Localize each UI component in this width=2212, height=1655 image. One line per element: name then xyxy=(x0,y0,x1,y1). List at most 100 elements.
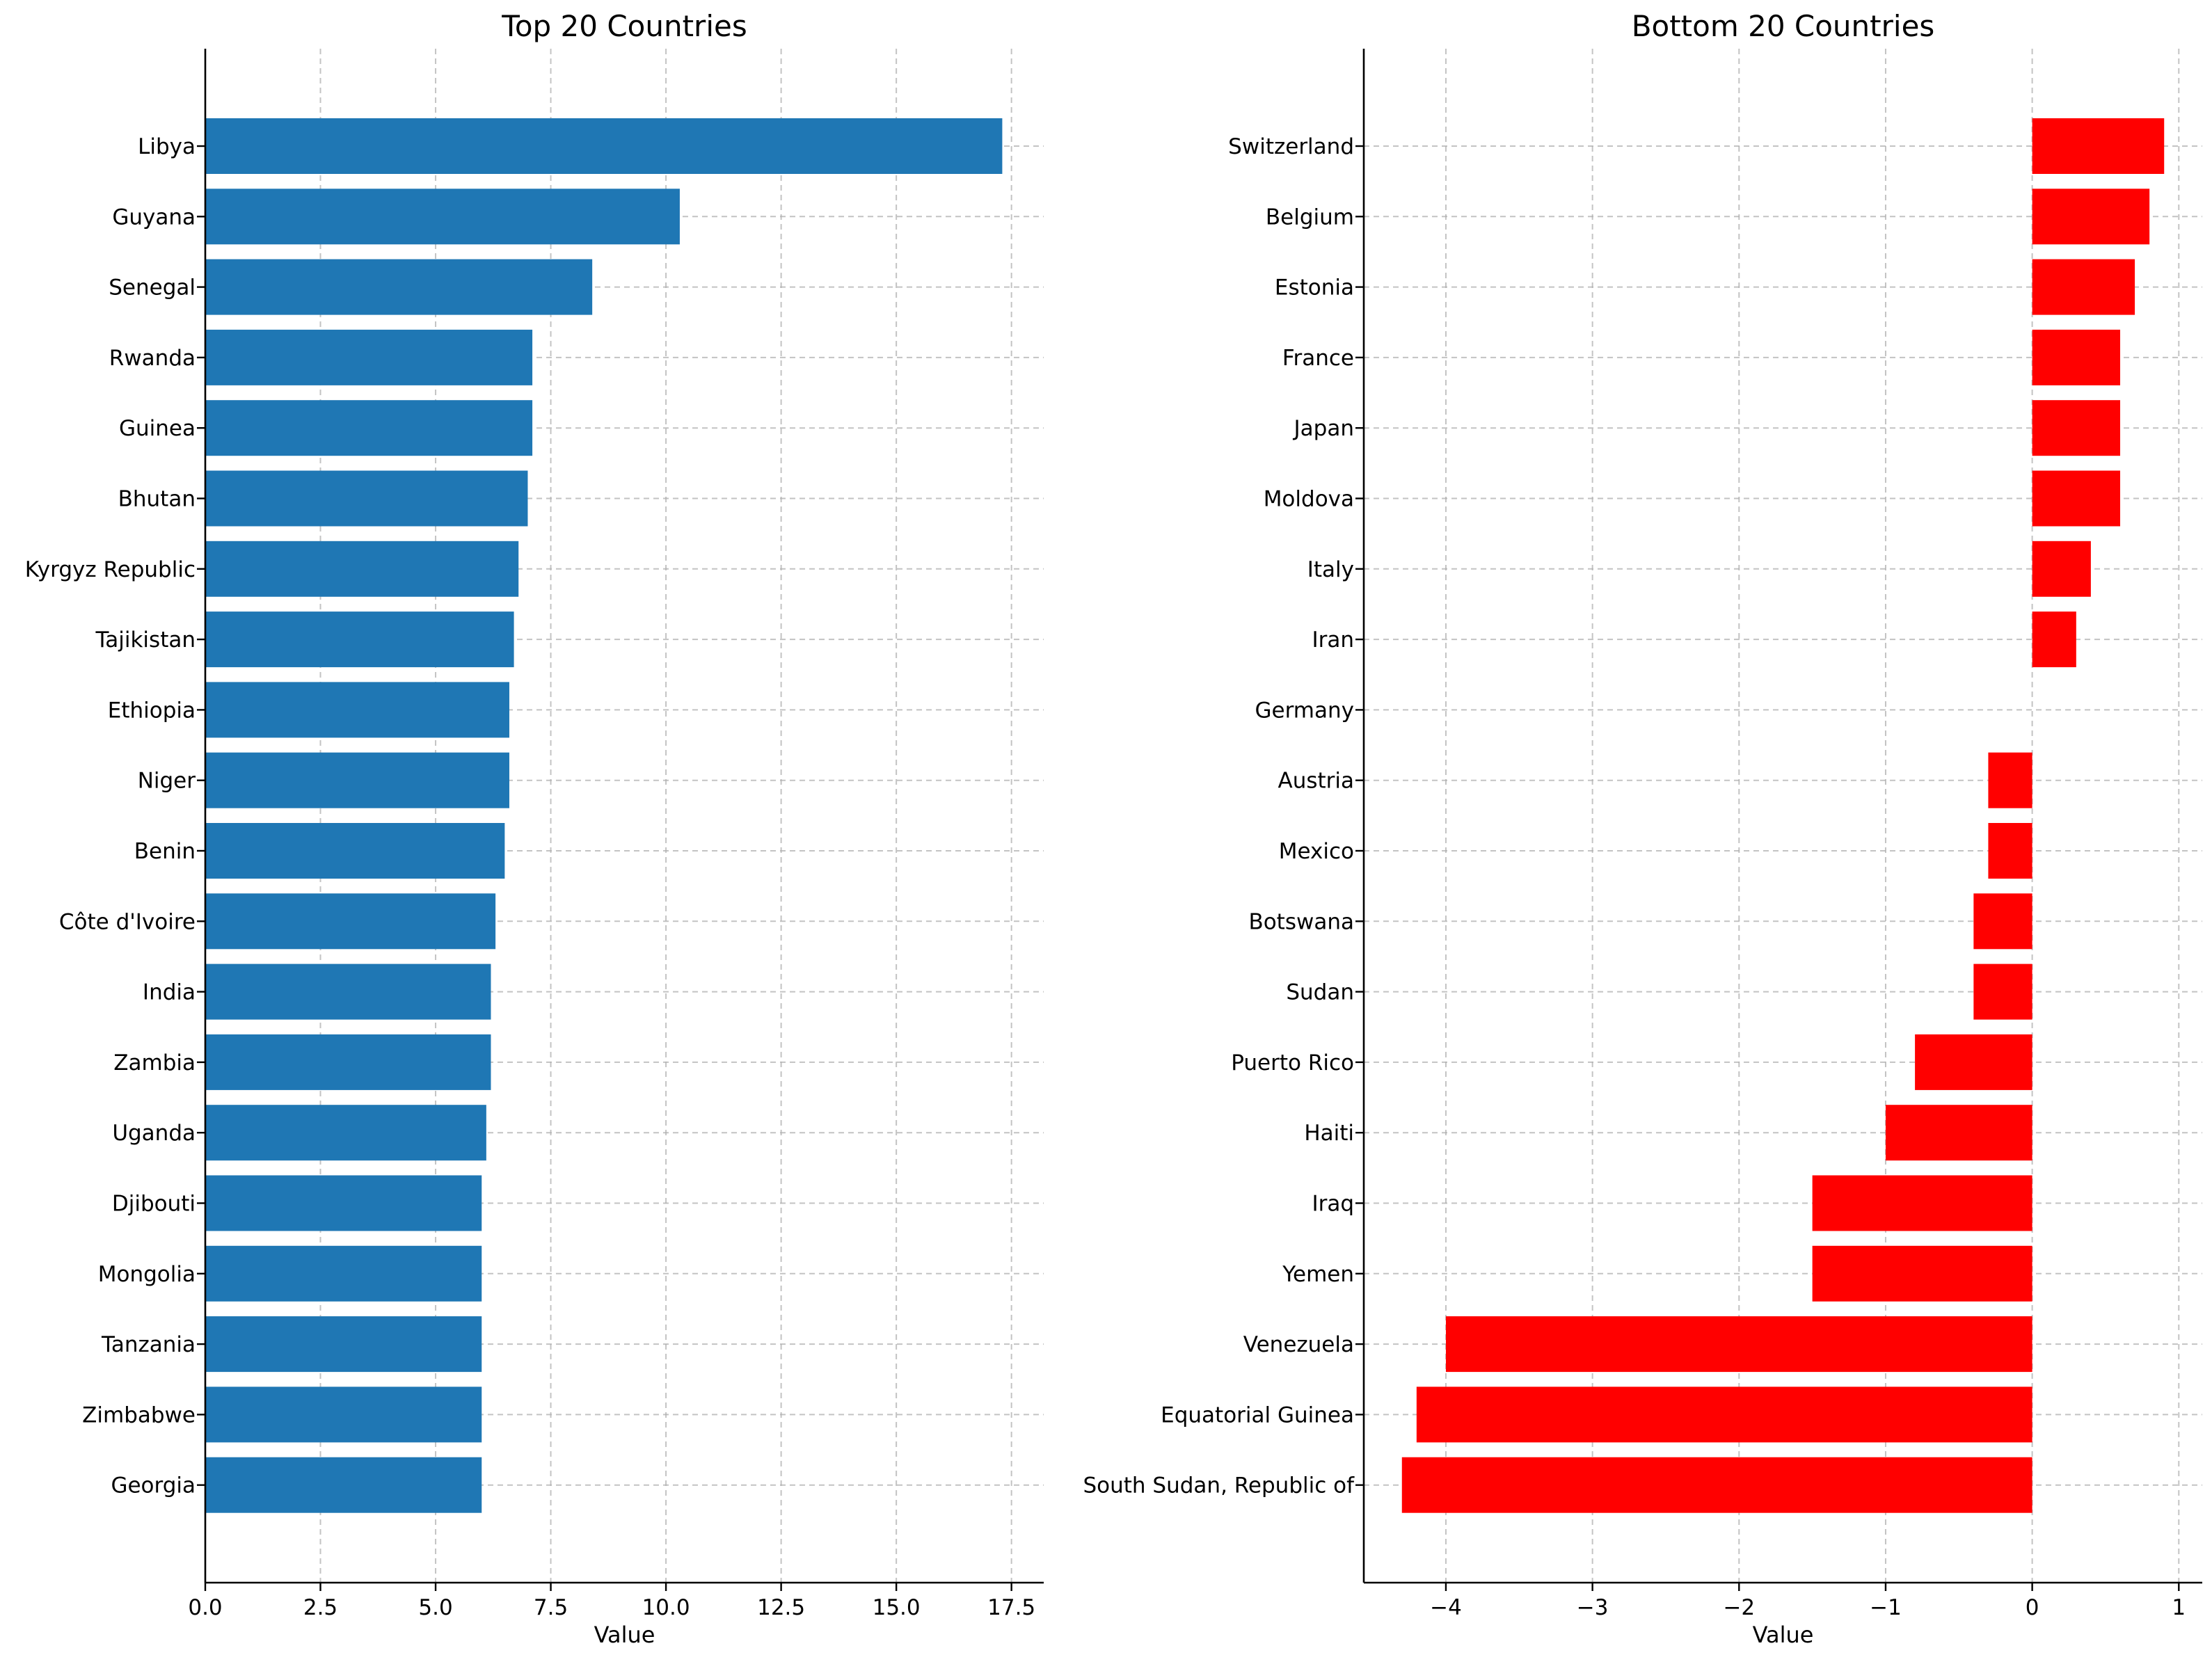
y-tick-label: Puerto Rico xyxy=(1231,1050,1354,1076)
bar-puerto-rico xyxy=(1915,1034,2032,1090)
y-tick-label: Germany xyxy=(1255,698,1354,723)
chart-title: Bottom 20 Countries xyxy=(1632,9,1935,43)
bar-italy xyxy=(2032,541,2091,597)
y-tick-label: India xyxy=(143,980,196,1005)
x-axis-label: Value xyxy=(594,1622,655,1648)
top-20-chart: 0.0 2.5 5.0 7.5 10.0 12.5 15.0 17.5 Libya Guyana S… xyxy=(25,9,1044,1648)
x-tick-label: −1 xyxy=(1870,1595,1902,1620)
bar-mexico xyxy=(1988,823,2032,879)
bar-south-sudan-republic-of xyxy=(1401,1457,2032,1513)
bar-belgium xyxy=(2032,189,2150,245)
y-tick-label: Haiti xyxy=(1304,1121,1354,1146)
y-tick-label: Italy xyxy=(1307,557,1354,582)
bar-mongolia xyxy=(205,1245,482,1302)
x-tick-label: 1 xyxy=(2172,1595,2186,1620)
x-tick-label: 2.5 xyxy=(303,1595,337,1620)
bar-ethiopia xyxy=(205,682,509,738)
y-tick-label: Estonia xyxy=(1275,275,1354,301)
bar-uganda xyxy=(205,1105,486,1161)
y-tick-label: France xyxy=(1282,346,1354,371)
chart-title: Top 20 Countries xyxy=(501,9,747,43)
bar-switzerland xyxy=(2032,118,2165,174)
y-tick-label: Switzerland xyxy=(1228,134,1354,159)
bar-georgia xyxy=(205,1457,482,1513)
bar-zambia xyxy=(205,1034,491,1090)
x-tick-label: 12.5 xyxy=(757,1595,805,1620)
y-tick-label: Tanzania xyxy=(101,1332,196,1357)
y-tick-label: Libya xyxy=(138,134,196,159)
bottom-20-chart: −4 −3 −2 −1 0 1 Switzerland Belgium Estonia Franc… xyxy=(1083,9,2202,1648)
bar-guinea xyxy=(205,400,533,456)
bar-guyana xyxy=(205,189,680,245)
y-tick-label: Botswana xyxy=(1248,909,1354,934)
y-tick-label: Japan xyxy=(1293,416,1354,441)
x-axis-label: Value xyxy=(1753,1622,1814,1648)
bar-botswana xyxy=(1973,893,2032,950)
bar-tanzania xyxy=(205,1316,482,1373)
y-tick-label: Zambia xyxy=(113,1050,196,1076)
y-tick-label: Rwanda xyxy=(109,346,196,371)
y-tick-label: Guyana xyxy=(112,205,196,230)
y-tick-label: Venezuela xyxy=(1243,1332,1354,1357)
x-tick-label: 7.5 xyxy=(534,1595,568,1620)
bar-zimbabwe xyxy=(205,1386,482,1443)
y-tick-label: Belgium xyxy=(1266,205,1354,230)
y-tick-label: Côte d'Ivoire xyxy=(59,909,196,934)
y-tick-label: Tajikistan xyxy=(95,627,196,653)
y-tick-label: Mongolia xyxy=(98,1262,196,1287)
bar-bhutan xyxy=(205,470,528,527)
y-tick-label: Uganda xyxy=(112,1121,196,1146)
bar-equatorial-guinea xyxy=(1416,1386,2032,1443)
bar-yemen xyxy=(1812,1245,2032,1302)
y-tick-label: Niger xyxy=(138,769,196,794)
x-tick-label: −2 xyxy=(1723,1595,1755,1620)
y-tick-label: Yemen xyxy=(1282,1262,1354,1287)
y-tick-label: Ethiopia xyxy=(108,698,196,723)
y-tick-label: Bhutan xyxy=(118,487,196,512)
bar-austria xyxy=(1988,752,2032,808)
x-tick-label: −3 xyxy=(1577,1595,1609,1620)
bar-sudan xyxy=(1973,964,2032,1020)
y-tick-label: Guinea xyxy=(119,416,196,441)
bar-iran xyxy=(2032,611,2076,668)
y-tick-label: Georgia xyxy=(111,1473,196,1498)
y-tick-label: Iran xyxy=(1312,627,1354,653)
x-tick-label: −4 xyxy=(1430,1595,1462,1620)
y-tick-label: South Sudan, Republic of xyxy=(1083,1473,1355,1498)
y-tick-label: Senegal xyxy=(109,275,196,301)
x-tick-label: 5.0 xyxy=(418,1595,452,1620)
y-tick-label: Moldova xyxy=(1264,487,1354,512)
y-tick-label: Equatorial Guinea xyxy=(1161,1402,1354,1428)
y-tick-label: Iraq xyxy=(1312,1192,1354,1217)
y-tick-label: Djibouti xyxy=(112,1192,196,1217)
bar-france xyxy=(2032,329,2121,385)
y-tick-label: Benin xyxy=(134,839,196,864)
bar-c-te-d-ivoire xyxy=(205,893,496,950)
bar-tajikistan xyxy=(205,611,514,668)
bar-rwanda xyxy=(205,329,533,385)
y-tick-label: Kyrgyz Republic xyxy=(25,557,196,582)
x-tick-label: 15.0 xyxy=(873,1595,921,1620)
bar-senegal xyxy=(205,259,593,315)
bar-benin xyxy=(205,823,505,879)
bar-estonia xyxy=(2032,259,2135,315)
bar-venezuela xyxy=(1445,1316,2032,1373)
bar-haiti xyxy=(1885,1105,2032,1161)
y-tick-label: Sudan xyxy=(1286,980,1354,1005)
bar-india xyxy=(205,964,491,1020)
x-tick-label: 17.5 xyxy=(987,1595,1035,1620)
bar-kyrgyz-republic xyxy=(205,541,519,597)
bar-djibouti xyxy=(205,1175,482,1231)
bar-iraq xyxy=(1812,1175,2032,1231)
bar-japan xyxy=(2032,400,2121,456)
bar-moldova xyxy=(2032,470,2121,527)
bar-libya xyxy=(205,118,1003,174)
x-tick-label: 0 xyxy=(2026,1595,2039,1620)
y-tick-label: Mexico xyxy=(1279,839,1354,864)
x-tick-label: 0.0 xyxy=(188,1595,222,1620)
bar-niger xyxy=(205,752,509,808)
y-tick-label: Austria xyxy=(1278,769,1354,794)
x-tick-label: 10.0 xyxy=(642,1595,690,1620)
y-tick-label: Zimbabwe xyxy=(82,1402,196,1428)
